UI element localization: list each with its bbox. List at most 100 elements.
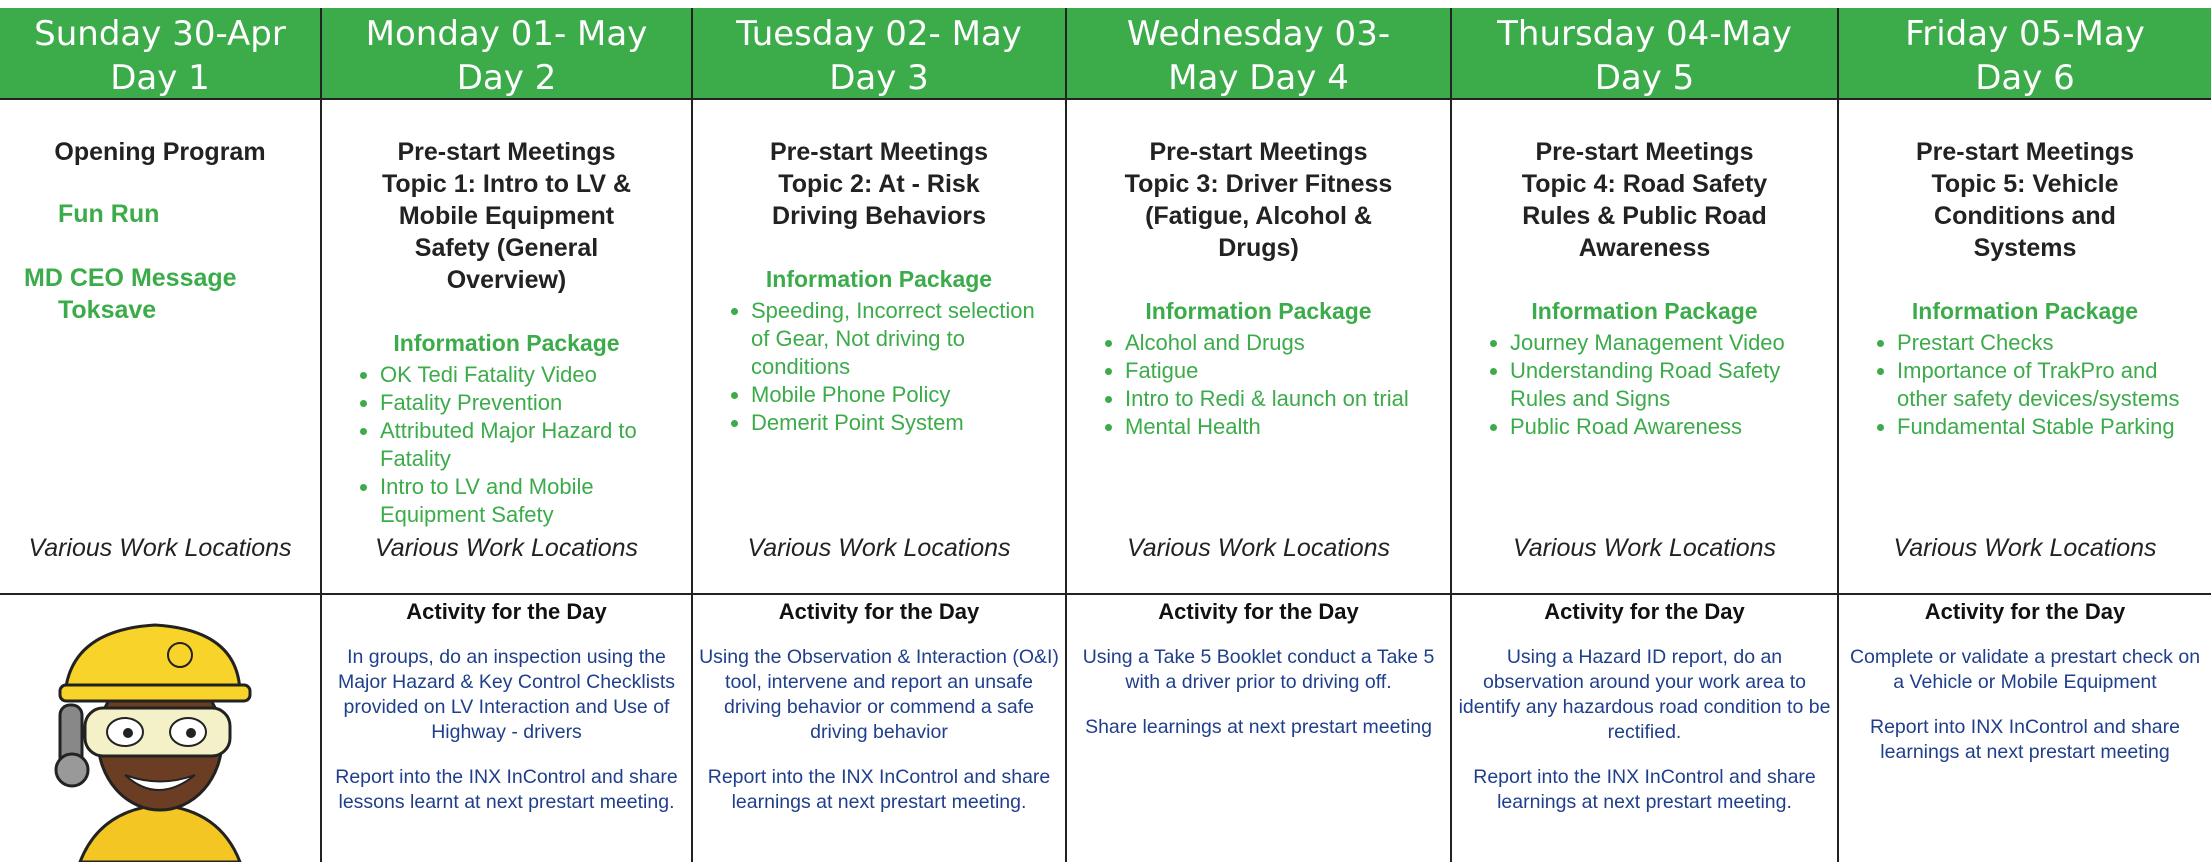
bullet: Public Road Awareness (1510, 413, 1829, 441)
program-title: Pre-start Meetings Topic 5: Vehicle Condit… (1847, 136, 2203, 264)
activity-text: In groups, do an inspection using the Ma… (337, 646, 676, 743)
title-line: Pre-start Meetings (1535, 138, 1754, 166)
work-location: Various Work Locations (374, 534, 639, 562)
activity-text: Using a Take 5 Booklet conduct a Take 5 … (1082, 646, 1435, 693)
day-column: Tuesday 02- May Day 3 Pre-start Meetings To… (691, 8, 1065, 862)
bullet: OK Tedi Fatality Video (380, 361, 683, 389)
header-line: Friday 05-May (1905, 14, 2145, 54)
activity-text: Using the Observation & Interaction (O&I… (699, 646, 1059, 743)
program-cell: Pre-start Meetings Topic 1: Intro to LV &… (322, 100, 691, 595)
title-line: Systems (1973, 234, 2077, 262)
header-line: Tuesday 02- May (736, 14, 1022, 54)
bullet: Prestart Checks (1897, 329, 2203, 357)
title-line: Pre-start Meetings (397, 138, 616, 166)
bullet: Intro to Redi & launch on trial (1125, 385, 1442, 413)
worker-illustration (54, 623, 252, 862)
title-line: Drugs) (1218, 234, 1299, 262)
day-header: Tuesday 02- May Day 3 (693, 8, 1065, 100)
header-line: Day 1 (110, 58, 210, 98)
title-line: Pre-start Meetings (769, 138, 989, 166)
header-line: Sunday 30-Apr (34, 14, 286, 54)
activity-cell: Activity for the Day Using a Take 5 Bookl… (1067, 595, 1450, 740)
bullet: Mental Health (1125, 413, 1442, 441)
title-line: Topic 1: Intro to LV & (381, 170, 632, 198)
activity-text: Report into the INX InControl and share … (707, 766, 1051, 813)
title-line: Mobile Equipment (398, 202, 615, 230)
bullet-list: Speeding, Incorrect selection of Gear, N… (701, 297, 1057, 437)
title-line: Opening Program (54, 138, 266, 166)
bullet: Speeding, Incorrect selection of Gear, N… (751, 297, 1057, 381)
program-title: Pre-start Meetings Topic 3: Driver Fitnes… (1075, 136, 1442, 264)
title-line: Topic 3: Driver Fitness (1124, 170, 1393, 198)
activity-cell: Activity for the Day Using the Observatio… (693, 595, 1065, 815)
title-line: Topic 2: At - Risk (778, 170, 980, 198)
header-line: Day 2 (456, 58, 557, 98)
bullet-list: Alcohol and DrugsFatigueIntro to Redi & … (1075, 329, 1442, 441)
day-header: Thursday 04-May Day 5 (1452, 8, 1837, 100)
bullet: Understanding Road Safety Rules and Sign… (1510, 357, 1829, 413)
bullet: Fundamental Stable Parking (1897, 413, 2203, 441)
work-location: Various Work Locations (1893, 534, 2157, 562)
title-line: Topic 4: Road Safety (1521, 170, 1768, 198)
header-line: Day 3 (829, 58, 929, 98)
package-heading: Information Package (765, 266, 993, 292)
day-column: Wednesday 03- May Day 4 Pre-start Meetings… (1065, 8, 1450, 862)
bullet: Fatality Prevention (380, 389, 683, 417)
header-line: Wednesday 03- (1126, 14, 1391, 54)
bullet: Alcohol and Drugs (1125, 329, 1442, 357)
title-line: (Fatigue, Alcohol & (1145, 202, 1372, 230)
bullet: Attributed Major Hazard to Fatality (380, 417, 683, 473)
title-line: Pre-start Meetings (1149, 138, 1368, 166)
program-title: Pre-start Meetings Topic 4: Road Safety Ru… (1460, 136, 1829, 264)
title-line: Conditions and (1934, 202, 2116, 230)
activity-text: Using a Hazard ID report, do an observat… (1458, 646, 1831, 743)
package-heading: Information Package (393, 330, 620, 356)
activity-cell: Activity for the Day Complete or validate… (1839, 595, 2211, 765)
program-title: Opening Program (8, 136, 312, 168)
title-line: Driving Behaviors (772, 202, 986, 230)
activity-title: Activity for the Day (778, 599, 980, 624)
activity-text: Report into the INX InControl and share … (335, 766, 678, 813)
bullet: Importance of TrakPro and other safety d… (1897, 357, 2203, 413)
activity-text: Report into the INX InControl and share … (1473, 766, 1816, 813)
bullet: Intro to LV and Mobile Equipment Safety (380, 473, 683, 529)
bullet-list: Prestart ChecksImportance of TrakPro and… (1847, 329, 2203, 441)
activity-title: Activity for the Day (1544, 599, 1745, 624)
activity-title: Activity for the Day (1158, 599, 1359, 624)
title-line: Topic 5: Vehicle (1931, 170, 2119, 198)
activity-cell: Activity for the Day Using a Hazard ID re… (1452, 595, 1837, 815)
activity-title: Activity for the Day (406, 599, 607, 624)
header-line: Day 5 (1594, 58, 1695, 98)
bullet: Journey Management Video (1510, 329, 1829, 357)
bullet: Mobile Phone Policy (751, 381, 1057, 409)
package-heading: Information Package (1531, 298, 1758, 324)
title-line: Safety (General (414, 234, 599, 262)
header-line: Monday 01- May (365, 14, 648, 54)
title-line: Pre-start Meetings (1915, 138, 2135, 166)
header-line: Day 6 (1975, 58, 2075, 98)
program-item: Toksave (58, 296, 157, 324)
activity-text: Complete or validate a prestart check on… (1849, 646, 2201, 693)
package-heading: Information Package (1145, 298, 1372, 324)
day-header: Wednesday 03- May Day 4 (1067, 8, 1450, 100)
day-header: Sunday 30-Apr Day 1 (0, 8, 320, 100)
activity-text: Share learnings at next prestart meeting (1085, 716, 1432, 738)
program-title: Pre-start Meetings Topic 2: At - Risk Driv… (701, 136, 1057, 232)
program-item: MD CEO Message (24, 264, 237, 292)
day-header: Monday 01- May Day 2 (322, 8, 691, 100)
bullet-list: Journey Management VideoUnderstanding Ro… (1460, 329, 1829, 441)
program-cell: Pre-start Meetings Topic 4: Road Safety Ru… (1452, 100, 1837, 595)
day-column: Sunday 30-Apr Day 1 Opening Program Fun Run… (0, 8, 320, 862)
header-line: Thursday 04-May (1497, 14, 1792, 54)
title-line: Awareness (1578, 234, 1711, 262)
bullet: Demerit Point System (751, 409, 1057, 437)
activity-text: Report into INX InControl and share lear… (1869, 716, 2180, 763)
program-title: Pre-start Meetings Topic 1: Intro to LV &… (330, 136, 683, 296)
bullet-list: OK Tedi Fatality VideoFatality Preventio… (330, 361, 683, 529)
title-line: Rules & Public Road (1522, 202, 1767, 230)
activity-title: Activity for the Day (1924, 599, 2126, 624)
bullet: Fatigue (1125, 357, 1442, 385)
program-cell: Pre-start Meetings Topic 5: Vehicle Condit… (1839, 100, 2211, 595)
header-line: May Day 4 (1168, 58, 1349, 98)
